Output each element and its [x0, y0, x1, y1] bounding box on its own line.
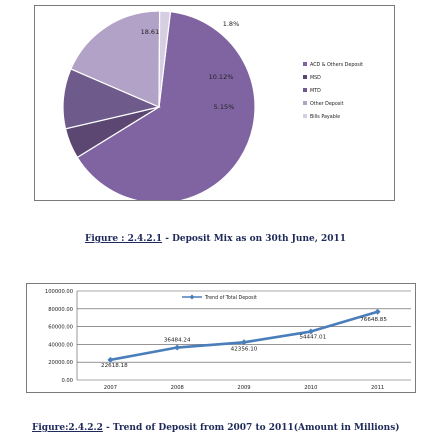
- x-tick-label-1: 2008: [171, 385, 184, 391]
- legend-swatch-4: [303, 114, 307, 118]
- figure2-caption-text: - Trend of Deposit from 2007 to 2011(Amo…: [106, 423, 400, 433]
- legend-label-2: MTD: [310, 88, 321, 94]
- y-tick-label-5: 0.00: [61, 378, 73, 384]
- x-tick-label-0: 2007: [104, 385, 117, 391]
- pie-data-label-1: 5.15%: [214, 103, 235, 111]
- data-point-1: [174, 344, 181, 351]
- pie-data-label-3: 18.61%: [141, 28, 166, 36]
- data-point-3: [307, 328, 314, 335]
- legend-label-3: Other Deposit: [310, 101, 344, 107]
- x-tick-label-3: 2010: [304, 385, 317, 391]
- pie-chart-panel: 64.25%5.15%10.12%18.61%1.8%ACD & Others …: [34, 5, 395, 204]
- data-point-0: [107, 356, 114, 363]
- y-tick-label-0: 100000.00: [45, 289, 73, 295]
- data-point-4: [374, 308, 381, 315]
- data-label-1: 36484.24: [164, 338, 191, 344]
- y-tick-label-2: 60000.00: [48, 325, 73, 331]
- legend-swatch-0: [303, 62, 307, 66]
- legend-swatch-1: [303, 75, 307, 79]
- line-chart: 100000.00 80000.00 60000.00 40000.00 20000.0…: [45, 289, 411, 391]
- pie-data-label-2: 10.12%: [209, 73, 234, 81]
- legend-point-marker: [189, 294, 195, 300]
- pie-data-label-4: 1.8%: [223, 20, 240, 28]
- data-label-0: 22618.18: [101, 363, 128, 369]
- figure2-caption-label: Figure:2.4.2.2: [32, 423, 103, 433]
- data-label-4: 76648.85: [360, 317, 387, 323]
- y-tick-label-3: 40000.00: [48, 342, 73, 348]
- pie-slice-0: [76, 11, 256, 204]
- figure1-caption-label: Figure : 2.4.2.1: [84, 234, 163, 244]
- legend-series-label: Trend of Total Deposit: [204, 295, 257, 301]
- data-label-2: 42356.10: [231, 346, 258, 352]
- legend-swatch-3: [303, 101, 307, 105]
- pie-chart: 64.25%5.15%10.12%18.61%1.8%ACD & Others …: [62, 10, 363, 204]
- x-tick-label-4: 2011: [371, 385, 384, 391]
- figure1-caption: Figure : 2.4.2.1 - Deposit Mix as on 30t…: [0, 234, 431, 244]
- legend-label-0: ACD & Others Deposit: [310, 62, 363, 68]
- figure2-caption: Figure:2.4.2.2 - Trend of Deposit from 2…: [32, 423, 400, 433]
- data-point-2: [241, 339, 247, 346]
- pie-slice-3: [70, 10, 161, 108]
- legend-label-4: Bills Payable: [310, 114, 340, 120]
- y-tick-label-4: 20000.00: [48, 360, 73, 366]
- legend-swatch-2: [303, 88, 307, 92]
- legend-label-1: MSD: [310, 75, 321, 81]
- figure1-caption-text: - Deposit Mix as on 30th June, 2011: [165, 234, 347, 244]
- data-label-3: 54447.01: [299, 335, 326, 341]
- y-tick-label-1: 80000.00: [48, 307, 73, 313]
- line-chart-panel: 100000.00 80000.00 60000.00 40000.00 20000.0…: [26, 283, 416, 393]
- x-tick-label-2: 2009: [237, 385, 250, 391]
- series-line-total-deposit: [110, 310, 378, 362]
- pie-slice-4: [158, 10, 172, 108]
